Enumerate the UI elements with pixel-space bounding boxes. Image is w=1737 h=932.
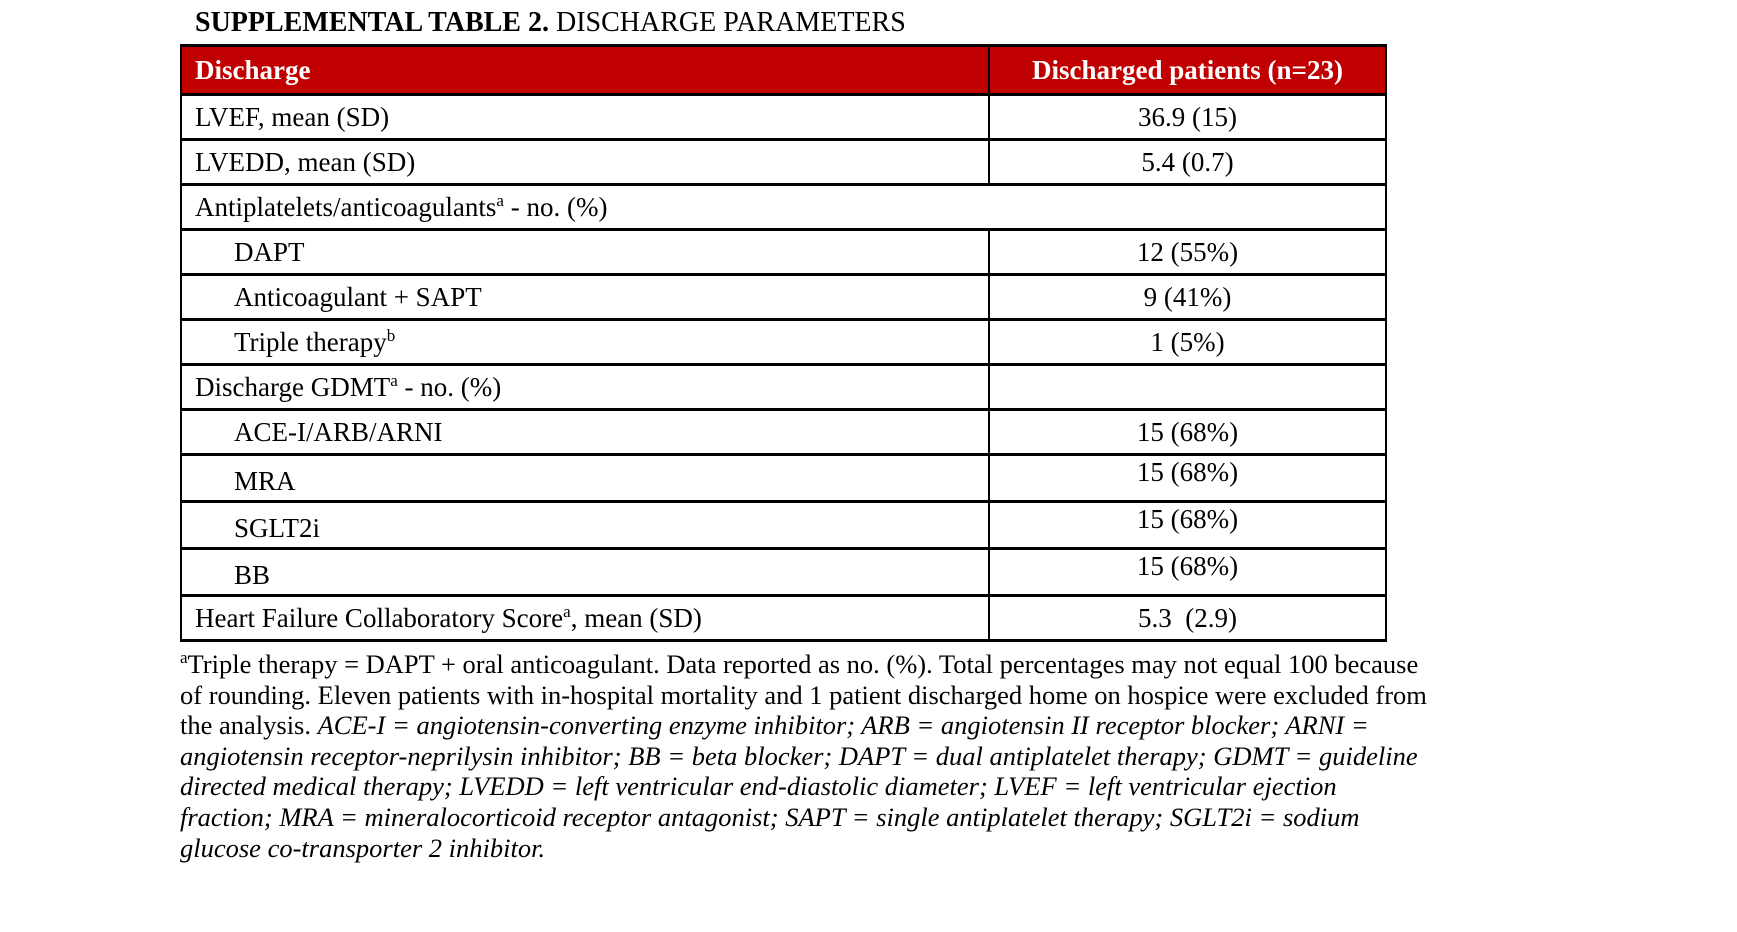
table-row: LVEDD, mean (SD) 5.4 (0.7) — [180, 138, 1387, 186]
column-header-discharge: Discharge — [180, 44, 990, 96]
row-label: Antiplatelets/anticoagulantsa - no. (%) — [180, 183, 1387, 231]
row-label: LVEDD, mean (SD) — [180, 138, 990, 186]
page-title-text: DISCHARGE PARAMETERS — [548, 7, 906, 38]
row-value — [988, 363, 1387, 411]
row-label: BB — [180, 547, 990, 597]
row-label: Anticoagulant + SAPT — [180, 273, 990, 321]
row-label: LVEF, mean (SD) — [180, 93, 990, 141]
footnote-marker: a — [180, 648, 188, 668]
table-row: DAPT 12 (55%) — [180, 228, 1387, 276]
table-row: Anticoagulant + SAPT 9 (41%) — [180, 273, 1387, 321]
table-row: ACE-I/ARB/ARNI 15 (68%) — [180, 408, 1387, 456]
row-value: 9 (41%) — [988, 273, 1387, 321]
footnote-plain-text: Triple therapy = DAPT + oral anticoagula… — [180, 649, 1427, 741]
table-row: Antiplatelets/anticoagulantsa - no. (%) — [180, 183, 1387, 231]
page-title-label: SUPPLEMENTAL TABLE 2. — [195, 7, 549, 38]
row-value: 36.9 (15) — [988, 93, 1387, 141]
row-value: 5.4 (0.7) — [988, 138, 1387, 186]
table-row: SGLT2i 15 (68%) — [180, 500, 1387, 550]
table-row: Discharge GDMTa - no. (%) — [180, 363, 1387, 411]
table-body: LVEF, mean (SD) 36.9 (15) LVEDD, mean (SD)… — [180, 93, 1387, 642]
row-label: DAPT — [180, 228, 990, 276]
row-value: 15 (68%) — [988, 547, 1387, 597]
table-row: BB 15 (68%) — [180, 547, 1387, 597]
row-value: 15 (68%) — [988, 453, 1387, 503]
row-value: 15 (68%) — [988, 500, 1387, 550]
row-value: 5.3 (2.9) — [988, 594, 1387, 642]
row-label-superscript: a — [496, 190, 504, 210]
table-row: Heart Failure Collaboratory Scorea, mean… — [180, 594, 1387, 642]
row-label: MRA — [180, 453, 990, 503]
row-label-superscript: b — [386, 325, 396, 345]
row-label: ACE-I/ARB/ARNI — [180, 408, 990, 456]
row-value: 1 (5%) — [988, 318, 1387, 366]
row-value: 12 (55%) — [988, 228, 1387, 276]
table-header-row: Discharge Discharged patients (n=23) — [180, 44, 1387, 96]
row-label: Triple therapyb — [180, 318, 990, 366]
discharge-parameters-table: Discharge Discharged patients (n=23) LVE… — [180, 44, 1387, 642]
row-label: Heart Failure Collaboratory Scorea, mean… — [180, 594, 990, 642]
row-label-superscript: a — [563, 601, 571, 621]
table-row: MRA 15 (68%) — [180, 453, 1387, 503]
column-header-discharged-patients: Discharged patients (n=23) — [988, 44, 1387, 96]
row-label: Discharge GDMTa - no. (%) — [180, 363, 990, 411]
table-row: Triple therapyb 1 (5%) — [180, 318, 1387, 366]
row-label: SGLT2i — [180, 500, 990, 550]
footnote-abbreviations-text: ACE-I = angiotensin-converting enzyme in… — [180, 710, 1418, 863]
row-label-superscript: a — [390, 370, 398, 390]
footnote: aTriple therapy = DAPT + oral anticoagul… — [180, 649, 1428, 863]
page-title: SUPPLEMENTAL TABLE 2. DISCHARGE PARAMETE… — [180, 6, 1428, 40]
row-value: 15 (68%) — [988, 408, 1387, 456]
table-row: LVEF, mean (SD) 36.9 (15) — [180, 93, 1387, 141]
document-content: SUPPLEMENTAL TABLE 2. DISCHARGE PARAMETE… — [180, 6, 1428, 863]
